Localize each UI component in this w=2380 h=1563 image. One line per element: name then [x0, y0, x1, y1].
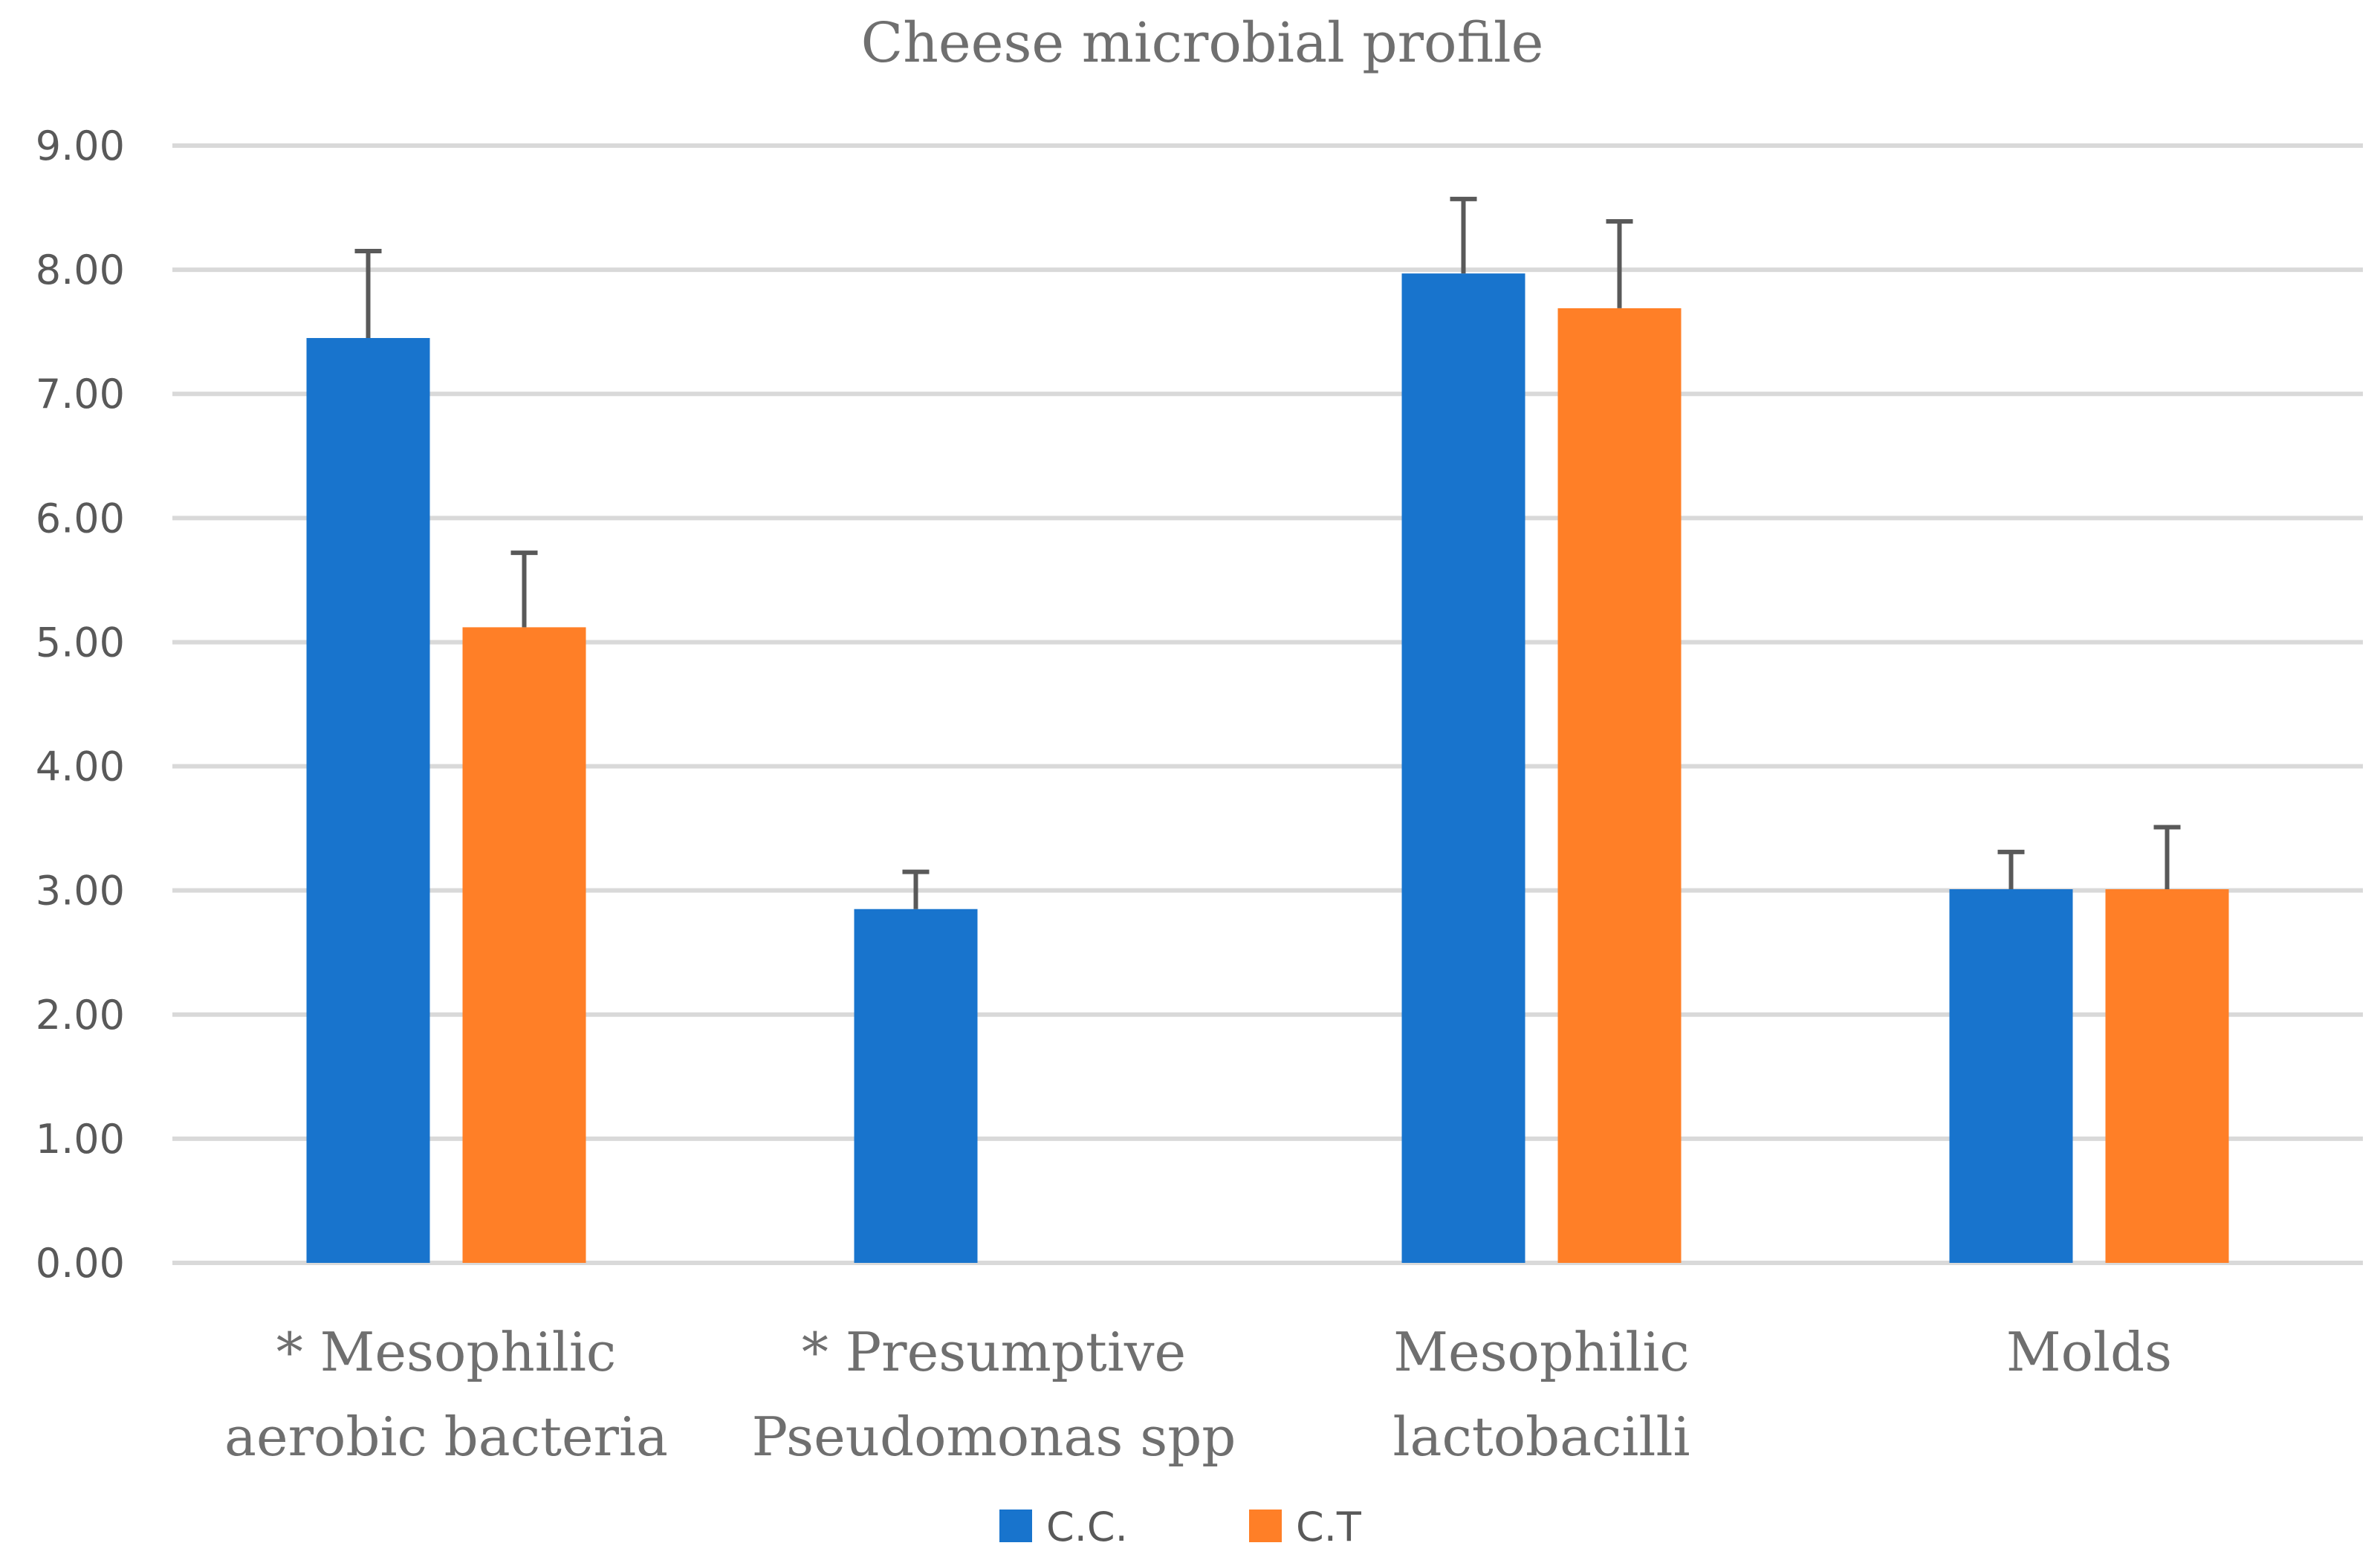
- category-label: * Presumptive: [802, 1321, 1186, 1383]
- bar-cc: [306, 338, 430, 1263]
- bar-cc: [1401, 273, 1525, 1263]
- legend-label: C.C.: [1046, 1504, 1128, 1550]
- category-label: Mesophilic: [1393, 1321, 1690, 1383]
- error-bars: [354, 196, 2181, 909]
- bar-cc: [854, 909, 978, 1263]
- chart-title: Cheese microbial profile: [861, 11, 1544, 75]
- y-tick-label: 4.00: [36, 744, 125, 790]
- legend-swatch: [999, 1510, 1032, 1542]
- legend: C.C. C.T: [999, 1504, 1362, 1550]
- category-label: aerobic bacteria: [224, 1406, 668, 1468]
- y-tick-label: 1.00: [36, 1116, 125, 1163]
- bar-ct: [2105, 888, 2229, 1263]
- legend-label: C.T: [1296, 1504, 1362, 1550]
- bar-ct: [462, 627, 586, 1263]
- bar-cc: [1949, 888, 2073, 1263]
- category-label: lactobacilli: [1392, 1406, 1690, 1468]
- y-tick-label: 7.00: [36, 371, 125, 417]
- bar-ct: [1557, 308, 1682, 1264]
- y-tick-label: 6.00: [36, 495, 125, 542]
- legend-swatch: [1249, 1510, 1282, 1542]
- y-tick-label: 9.00: [36, 123, 125, 169]
- category-label: Pseudomonas spp: [752, 1406, 1236, 1468]
- y-tick-label: 2.00: [36, 992, 125, 1039]
- category-label: * Mesophilic: [276, 1321, 616, 1383]
- bars: [306, 273, 2229, 1264]
- y-tick-label: 0.00: [36, 1240, 125, 1287]
- y-tick-label: 3.00: [36, 868, 125, 914]
- x-axis-category-labels: * Mesophilic aerobic bacteria * Presumptiv…: [224, 1321, 2172, 1468]
- y-tick-label: 8.00: [36, 247, 125, 293]
- y-axis-tick-labels: 0.00 1.00 2.00 3.00 4.00 5.00 6.00 7.00 8.00 9.00: [36, 123, 125, 1287]
- y-tick-label: 5.00: [36, 619, 125, 666]
- category-label: Molds: [2006, 1321, 2172, 1383]
